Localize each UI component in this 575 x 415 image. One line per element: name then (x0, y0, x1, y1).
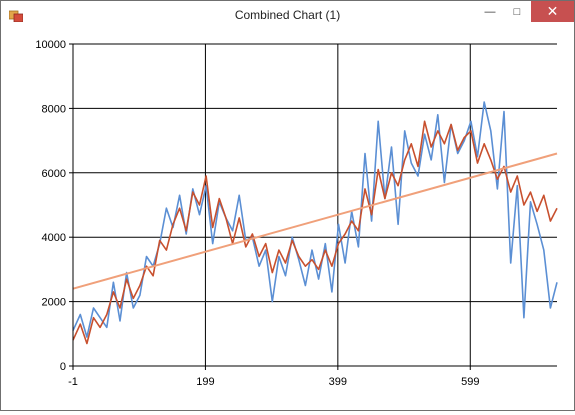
window-title: Combined Chart (1) (234, 8, 341, 22)
y-tick-label: 8000 (42, 103, 66, 115)
maximize-icon: □ (513, 5, 521, 18)
minimize-icon: — (484, 5, 496, 18)
y-tick-label: 10000 (35, 39, 66, 51)
combined-chart: 0 2000 4000 6000 8000 10000 -1 199 399 599 (35, 39, 558, 388)
close-button[interactable]: ✕ (531, 1, 574, 22)
x-tick-label: 599 (461, 376, 479, 388)
series-line-3 (72, 152, 558, 290)
close-icon: ✕ (546, 3, 559, 19)
y-tick-label: 0 (60, 361, 66, 373)
title-bar[interactable]: Combined Chart (1) — □ ✕ (1, 1, 574, 31)
minimize-button[interactable]: — (477, 1, 503, 22)
app-icon (9, 10, 23, 22)
chart-area: 0 2000 4000 6000 8000 10000 -1 199 399 599 (1, 31, 574, 410)
x-tick-label: 399 (329, 376, 347, 388)
x-tick-label: -1 (68, 376, 78, 388)
series-line-2 (72, 120, 558, 345)
x-tick-label: 199 (196, 376, 214, 388)
y-tick-label: 4000 (42, 232, 66, 244)
maximize-button[interactable]: □ (504, 1, 530, 22)
y-tick-label: 6000 (42, 168, 66, 180)
y-tick-label: 2000 (42, 297, 66, 309)
